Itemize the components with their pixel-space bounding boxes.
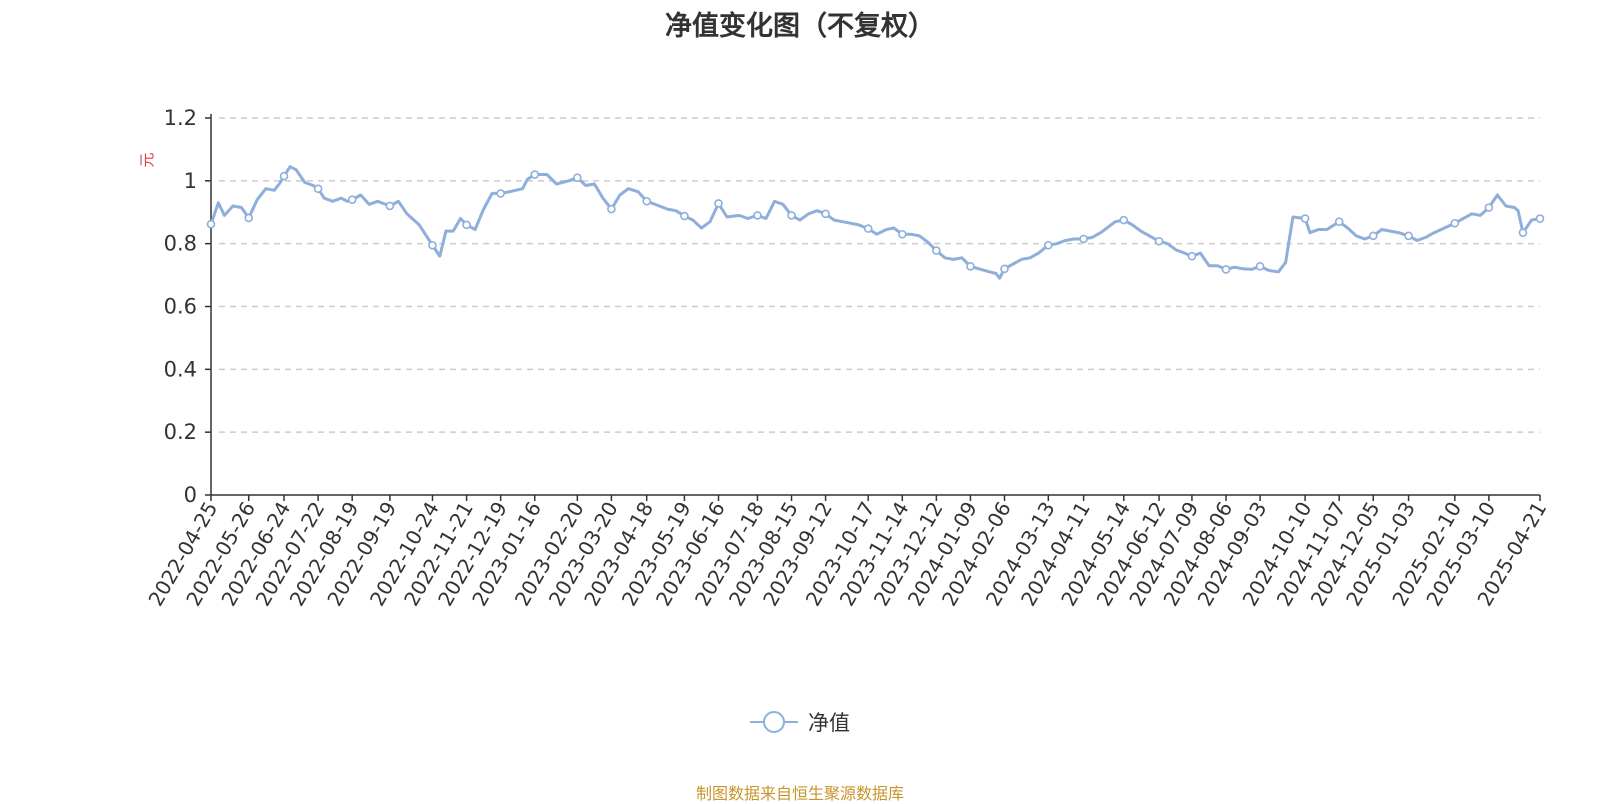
data-point-marker — [244, 213, 254, 223]
data-point-marker — [496, 189, 505, 198]
y-tick-label: 0.8 — [164, 232, 197, 256]
legend-label: 净值 — [808, 711, 850, 735]
data-point-marker — [1119, 215, 1129, 225]
data-point-marker — [821, 209, 830, 219]
data-point-marker — [1484, 203, 1494, 212]
data-point-marker — [573, 173, 582, 182]
y-tick-label: 0.6 — [164, 295, 197, 319]
data-point-marker — [714, 199, 723, 208]
data-point-marker — [897, 229, 907, 239]
data-point-marker — [753, 211, 762, 220]
data-point-marker — [206, 219, 216, 229]
data-point-marker — [347, 195, 357, 204]
y-tick-label: 0.2 — [164, 420, 197, 444]
data-point-marker — [966, 261, 975, 271]
grid-lines — [219, 117, 1540, 433]
data-point-marker — [607, 204, 616, 214]
data-point-marker — [1187, 251, 1197, 261]
data-point-marker — [462, 220, 471, 230]
data-point-marker — [385, 201, 395, 211]
y-tick-label: 0.4 — [164, 357, 197, 381]
data-point-marker — [1079, 234, 1088, 244]
data-point-marker — [1044, 240, 1053, 250]
data-point-marker — [680, 211, 689, 221]
source-note: 制图数据来自恒生聚源数据库 — [695, 784, 904, 803]
data-point-marker — [1300, 214, 1310, 223]
data-point-marker — [1221, 265, 1231, 274]
data-point-marker — [1535, 214, 1545, 223]
data-point-marker — [932, 246, 941, 255]
data-point-marker — [1450, 218, 1460, 228]
axes: 00.20.40.60.811.22022-04-252022-05-26202… — [143, 106, 1551, 610]
y-axis-title: 元 — [138, 152, 156, 167]
data-point-marker — [642, 196, 651, 206]
data-point-marker — [279, 171, 289, 181]
data-point-marker — [530, 170, 540, 179]
data-point-marker — [1154, 236, 1164, 246]
data-point-marker — [428, 240, 437, 250]
data-point-marker — [1000, 264, 1009, 274]
data-point-marker — [1368, 231, 1378, 241]
legend-line-circle-icon — [750, 711, 798, 733]
y-tick-label: 0 — [184, 483, 197, 507]
data-point-marker — [787, 211, 796, 220]
chart-title: 净值变化图（不复权） — [665, 11, 935, 42]
data-point-marker — [1334, 217, 1344, 226]
data-point-marker — [863, 224, 873, 233]
y-tick-label: 1.2 — [164, 106, 197, 130]
legend[interactable]: 净值 — [0, 707, 1600, 737]
y-tick-label: 1 — [184, 169, 197, 193]
data-point-marker — [1518, 228, 1528, 237]
data-point-marker — [1255, 261, 1265, 271]
series-markers — [206, 170, 1545, 274]
data-point-marker — [313, 184, 323, 193]
data-point-marker — [1404, 231, 1413, 241]
